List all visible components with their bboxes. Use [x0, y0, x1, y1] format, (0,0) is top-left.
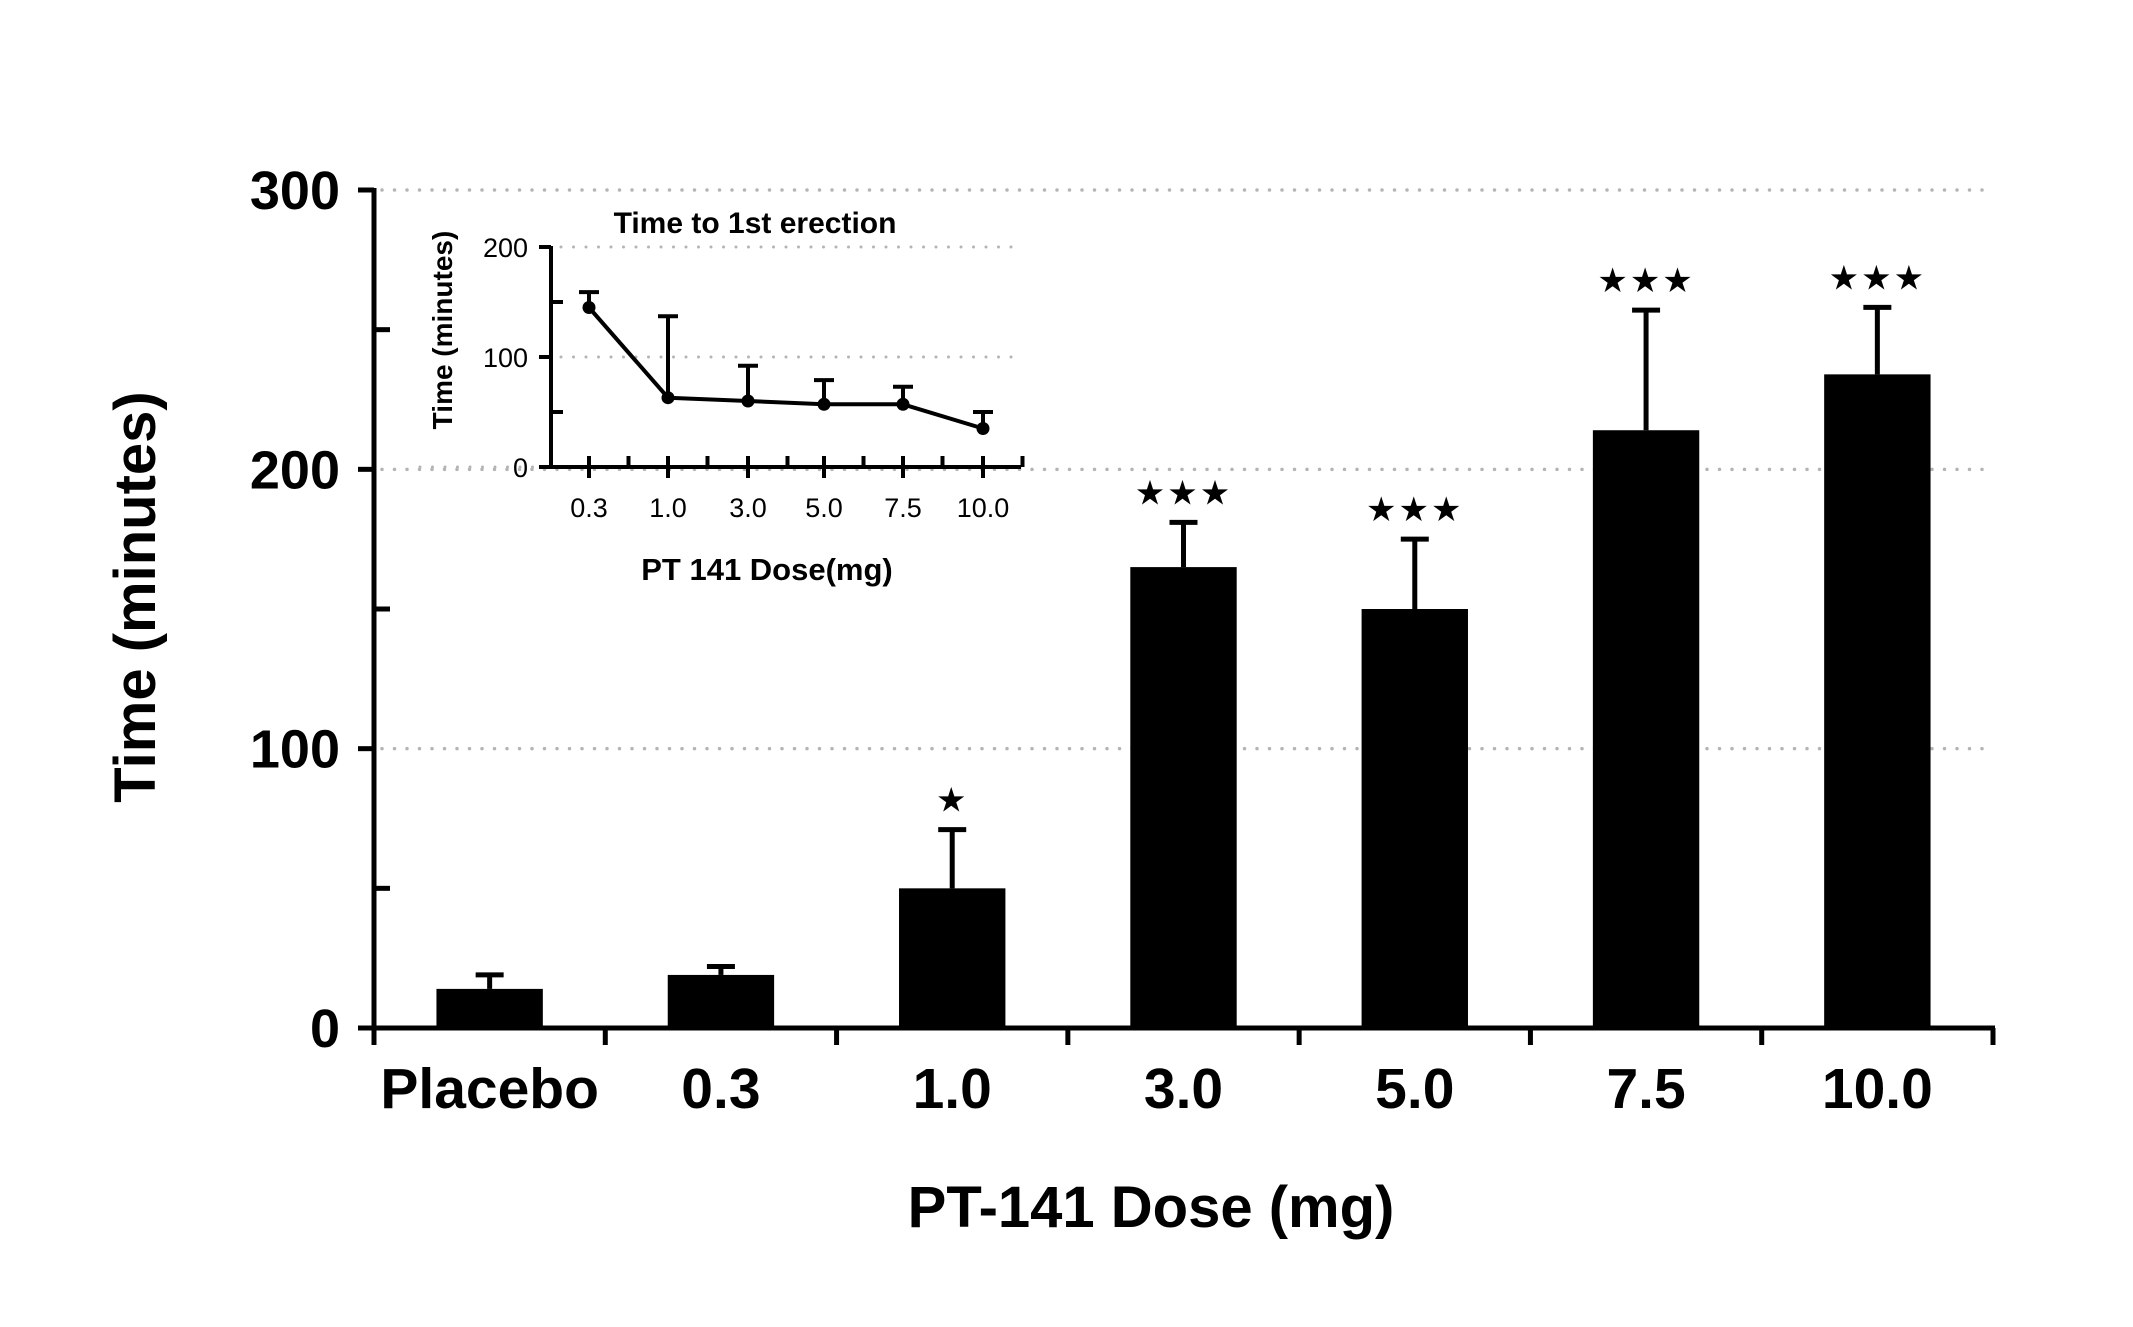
inset-x-tick-label: 5.0 [805, 493, 843, 523]
inset-series-line [587, 306, 984, 431]
main-bars [436, 374, 1931, 1028]
main-axes [358, 187, 1996, 1045]
inset-x-tick-label: 3.0 [729, 493, 767, 523]
inset-x-tick-label: 0.3 [570, 493, 608, 523]
inset-title: Time to 1st erection [614, 207, 897, 240]
inset-axes [539, 245, 1025, 478]
y-tick-label: 100 [250, 720, 340, 780]
x-tick-label: 1.0 [913, 1057, 992, 1121]
inset-x-axis-title: PT 141 Dose(mg) [641, 552, 893, 587]
inset-x-tick-label: 10.0 [957, 493, 1010, 523]
inset-y-tick-label: 200 [483, 233, 528, 263]
inset-point-10.0 [976, 422, 990, 435]
inset-point-5.0 [817, 397, 831, 411]
bar-3.0 [1130, 567, 1237, 1028]
x-tick-label: 0.3 [681, 1057, 760, 1121]
bar-1.0 [899, 888, 1006, 1028]
inset-x-tick-label: 7.5 [884, 493, 922, 523]
inset-points [582, 301, 990, 435]
main-y-tick-labels: 0 100 200 300 [250, 161, 340, 1059]
inset-y-tick-label: 100 [483, 343, 528, 373]
significance-label: ★★★ [1829, 258, 1926, 298]
inset-x-tick-label: 1.0 [649, 493, 687, 523]
significance-label: ★★★ [1597, 261, 1694, 301]
bar-5.0 [1361, 609, 1468, 1028]
x-axis-title: PT-141 Dose (mg) [908, 1175, 1395, 1240]
significance-markers: ★★★★ ★★★★★★ ★★★ [936, 258, 1926, 821]
inset-y-tick-label: 0 [513, 453, 528, 483]
inset-series-polyline [587, 306, 984, 431]
x-tick-label: 7.5 [1606, 1057, 1685, 1121]
x-tick-label: 3.0 [1144, 1057, 1223, 1121]
y-tick-label: 200 [250, 440, 340, 500]
significance-label: ★★★ [1366, 490, 1463, 530]
significance-label: ★★★ [1135, 473, 1232, 513]
y-tick-label: 0 [310, 999, 340, 1059]
inset-chart: Time to 1st erection 0 100 200 0.3 1.0 3.0 5.… [427, 207, 1025, 587]
inset-y-tick-labels: 0 100 200 [483, 233, 528, 483]
inset-point-0.3 [582, 301, 596, 314]
inset-point-7.5 [896, 397, 910, 411]
significance-label: ★ [936, 781, 968, 821]
y-tick-label: 300 [250, 161, 340, 221]
main-error-bars [475, 304, 1892, 989]
inset-error-bars [579, 290, 993, 429]
inset-point-1.0 [661, 391, 675, 405]
x-tick-label: Placebo [380, 1057, 599, 1121]
bar-0.3 [667, 974, 775, 1028]
main-x-tick-labels: Placebo 0.3 1.0 3.0 5.0 7.5 10.0 [380, 1057, 1932, 1121]
bar-7.5 [1592, 430, 1700, 1028]
x-tick-label: 10.0 [1822, 1057, 1933, 1121]
inset-x-tick-labels: 0.3 1.0 3.0 5.0 7.5 10.0 [570, 493, 1009, 523]
x-tick-label: 5.0 [1375, 1057, 1454, 1121]
inset-y-axis-title: Time (minutes) [427, 231, 458, 430]
y-axis-title: Time (minutes) [103, 391, 168, 802]
bar-10.0 [1824, 374, 1931, 1028]
inset-point-3.0 [741, 394, 755, 408]
bar-Placebo [436, 988, 543, 1028]
